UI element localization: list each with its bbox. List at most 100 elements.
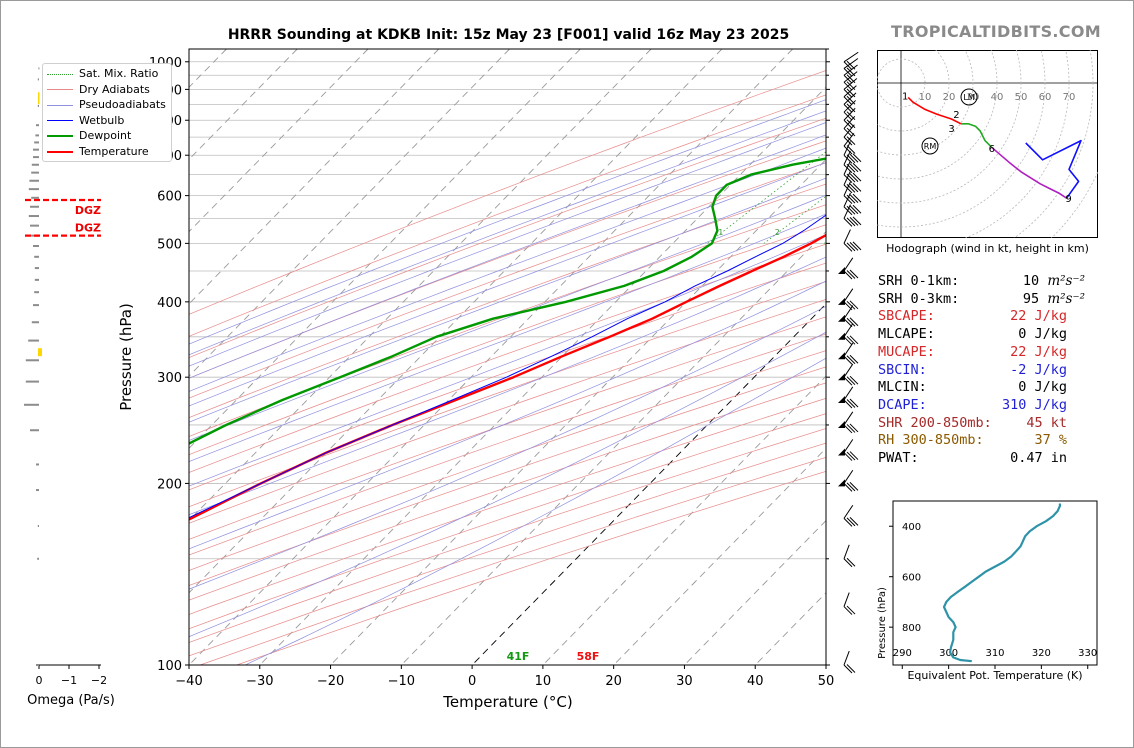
wind-barb bbox=[838, 386, 859, 409]
wind-barb bbox=[843, 64, 858, 84]
barb-staff bbox=[843, 71, 858, 83]
barb-feather bbox=[846, 194, 856, 204]
omega-bar bbox=[29, 179, 39, 182]
isotherm-line bbox=[189, 49, 794, 665]
barb-feather bbox=[846, 300, 856, 310]
wind-barb bbox=[843, 544, 856, 568]
theta-e-chart: 400 600 800 290 300 310 320 330 Pressure (hPa) bbox=[877, 500, 1098, 669]
barb-feather bbox=[843, 606, 853, 615]
dry-adiabat bbox=[189, 413, 826, 630]
barb-feather bbox=[852, 241, 862, 251]
omega-bar bbox=[25, 359, 39, 362]
index-row: MUCAPE: 22 J/kg bbox=[878, 344, 1093, 361]
wind-barb bbox=[838, 305, 859, 328]
hodo-height-label: 9 bbox=[1065, 194, 1071, 205]
legend-label: Temperature bbox=[79, 145, 149, 158]
hodo-rm-label: RM bbox=[924, 142, 937, 151]
hodo-ring bbox=[877, 50, 998, 180]
index-value: -2 J/kg bbox=[1010, 361, 1067, 378]
dry-adiabat bbox=[189, 366, 826, 586]
barb-feather bbox=[843, 483, 853, 492]
omega-bar bbox=[30, 205, 39, 208]
dry-adiabat bbox=[189, 117, 826, 358]
hodo-height-label: 2 bbox=[953, 110, 959, 121]
wind-barb bbox=[843, 78, 858, 98]
barb-flag bbox=[838, 373, 845, 381]
omega-bar bbox=[33, 148, 39, 151]
barb-staff bbox=[843, 363, 854, 378]
hodo-ring bbox=[877, 50, 1046, 228]
pseudoadiabat bbox=[189, 134, 826, 379]
barb-flag bbox=[838, 314, 845, 322]
barb-flag bbox=[838, 395, 845, 403]
omega-bar bbox=[36, 463, 39, 466]
index-row: DCAPE: 310 J/kg bbox=[878, 397, 1093, 414]
dry-adiabat bbox=[189, 183, 826, 418]
pseudoadiabat bbox=[189, 162, 826, 407]
hodo-trace bbox=[961, 123, 993, 149]
barb-feather bbox=[846, 217, 856, 227]
theta-e-xtick-label: 310 bbox=[985, 648, 1004, 659]
index-value: 22 J/kg bbox=[1010, 308, 1067, 325]
barb-feather bbox=[843, 558, 853, 568]
barb-feather bbox=[846, 74, 856, 84]
barb-feather bbox=[849, 517, 859, 526]
barb-feather bbox=[852, 162, 862, 172]
omega-bar bbox=[33, 245, 39, 248]
wind-barb bbox=[843, 133, 856, 155]
legend-item: Pseudoadiabats bbox=[47, 98, 166, 112]
omega-tick-label: −1 bbox=[61, 674, 77, 687]
pseudoadiabat bbox=[189, 331, 826, 638]
omega-bar bbox=[30, 429, 39, 432]
dry-adiabat bbox=[189, 397, 826, 615]
surface-dewpoint-label: 41F bbox=[507, 650, 530, 663]
barb-flag bbox=[838, 297, 845, 305]
barb-feather bbox=[843, 96, 853, 106]
barb-feather bbox=[846, 81, 856, 91]
barb-feather bbox=[846, 270, 856, 279]
barb-feather bbox=[843, 664, 853, 674]
barb-feather bbox=[849, 242, 859, 251]
barb-feather bbox=[843, 119, 853, 129]
barb-feather bbox=[843, 195, 853, 204]
dry-adiabat bbox=[189, 316, 826, 540]
barb-feather bbox=[849, 205, 859, 215]
index-row: SHR 200-850mb: 45 kt bbox=[878, 415, 1093, 432]
hodo-ring-label: 10 bbox=[919, 92, 932, 103]
dry-adiabat bbox=[189, 94, 826, 337]
barb-feather bbox=[846, 95, 856, 105]
pseudoadiabat bbox=[245, 357, 826, 665]
barb-feather bbox=[843, 89, 853, 98]
pseudoadiabat bbox=[189, 110, 826, 356]
hodo-ring-label: 60 bbox=[1039, 92, 1052, 103]
barb-feather bbox=[846, 111, 856, 121]
series-wetbulb bbox=[189, 214, 826, 519]
omega-bar bbox=[36, 489, 39, 492]
barb-feather bbox=[846, 451, 856, 461]
omega-bar bbox=[31, 321, 39, 324]
wind-barb bbox=[843, 204, 862, 227]
barb-feather bbox=[843, 154, 853, 164]
omega-bar bbox=[37, 78, 39, 81]
barb-feather bbox=[846, 376, 856, 386]
omega-bar bbox=[37, 104, 39, 107]
barb-feather bbox=[846, 145, 856, 154]
hodo-ring-label: 40 bbox=[991, 92, 1004, 103]
mixing-ratio-line bbox=[707, 151, 826, 244]
omega-bar bbox=[34, 291, 39, 294]
barb-feather bbox=[852, 183, 862, 192]
pseudoadiabat bbox=[189, 99, 826, 345]
omega-tick-label: 0 bbox=[36, 674, 43, 687]
wind-barb bbox=[838, 257, 859, 280]
hodograph-caption: Hodograph (wind in kt, height in km) bbox=[886, 242, 1089, 255]
barb-staff bbox=[843, 64, 858, 76]
barb-feather bbox=[843, 61, 853, 71]
theta-e-xtick-label: 320 bbox=[1032, 648, 1051, 659]
barb-feather bbox=[846, 205, 856, 215]
hodo-ring-label: 20 bbox=[943, 92, 956, 103]
barb-feather bbox=[846, 317, 856, 327]
barb-staff bbox=[843, 288, 854, 303]
theta-e-ytick-label: 400 bbox=[902, 522, 921, 533]
barb-feather bbox=[852, 193, 862, 203]
